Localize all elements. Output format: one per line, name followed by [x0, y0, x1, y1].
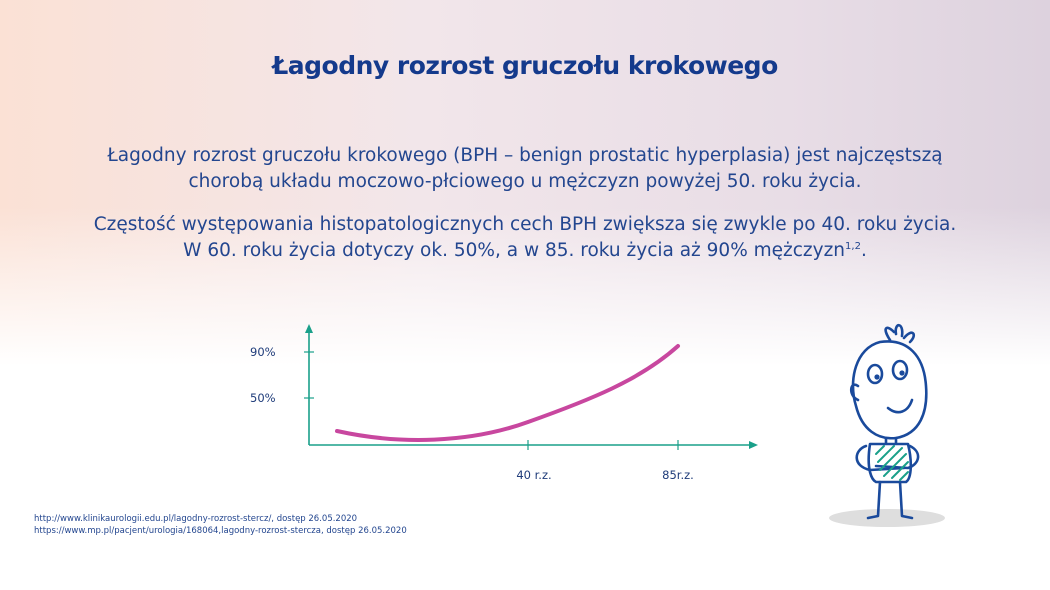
references: http://www.klinikaurologii.edu.pl/lagodn… — [34, 513, 407, 537]
y-tick-label-50: 50% — [250, 391, 276, 405]
prevalence-line-1: Częstość występowania histopatologicznyc… — [93, 214, 957, 235]
x-tick-label-40: 40 r.z. — [516, 468, 551, 482]
intro-line-2: chorobą układu moczowo-płciowego u mężcz… — [188, 171, 862, 192]
cartoon-man-icon — [829, 323, 945, 527]
intro-paragraph: Łagodny rozrost gruczołu krokowego (BPH … — [40, 143, 1010, 195]
slide-title: Łagodny rozrost gruczołu krokowego — [272, 50, 778, 80]
y-tick-label-90: 90% — [250, 345, 276, 359]
period: 1,2. — [845, 240, 867, 261]
prevalence-paragraph: Częstość występowania histopatologicznyc… — [40, 212, 1010, 264]
reference-2: https://www.mp.pl/pacjent/urologia/16806… — [34, 526, 407, 536]
prevalence-line-2-wrapper: W 60. roku życia dotyczy ok. 50%, a w 85… — [40, 238, 1010, 264]
prevalence-curve — [335, 344, 680, 442]
intro-line-1: Łagodny rozrost gruczołu krokowego (BPH … — [107, 145, 943, 166]
reference-marks: 1,2 — [845, 241, 861, 252]
prevalence-line-2: W 60. roku życia dotyczy ok. 50%, a w 85… — [183, 240, 846, 261]
x-tick-label-85: 85r.z. — [662, 468, 694, 482]
reference-1: http://www.klinikaurologii.edu.pl/lagodn… — [34, 514, 358, 524]
